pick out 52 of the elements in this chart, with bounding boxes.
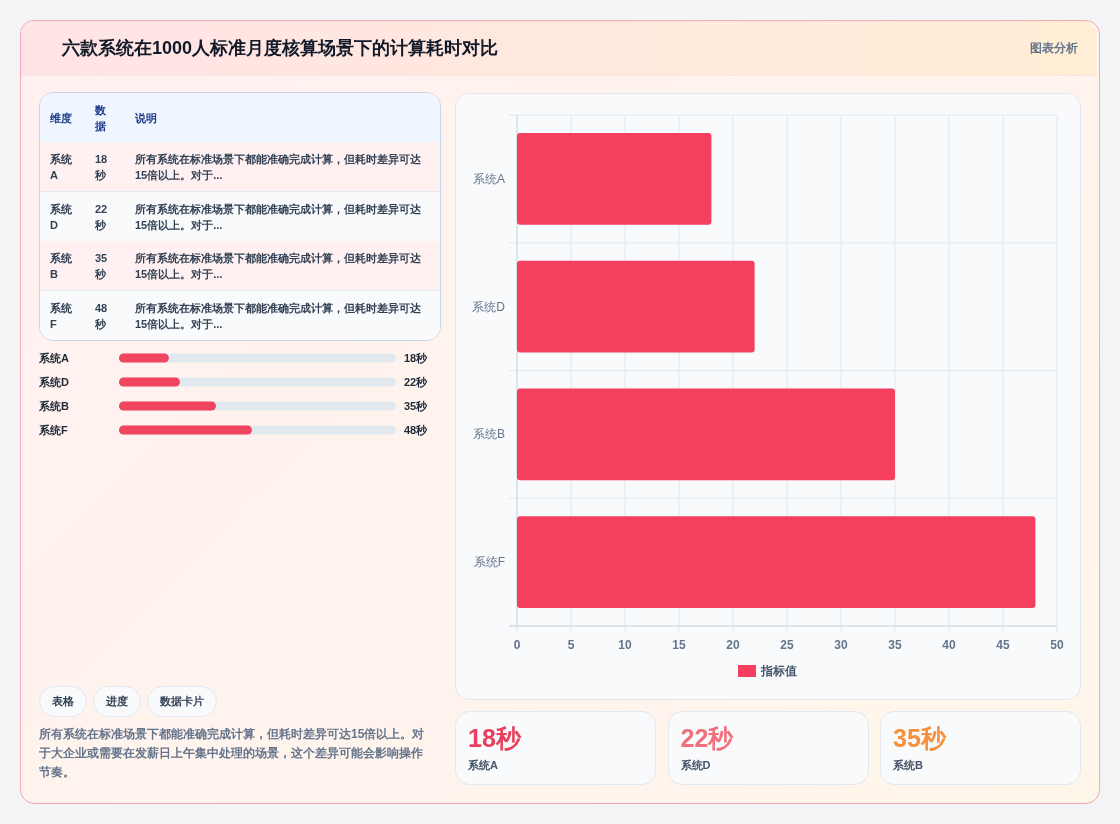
- text: 35秒: [95, 251, 109, 282]
- y-tick-label: 系统D: [472, 299, 506, 314]
- x-tick-label: 20: [726, 638, 740, 652]
- data-label: 18秒: [404, 352, 429, 364]
- x-tick-label: 50: [1050, 638, 1064, 652]
- bar: [517, 516, 1036, 609]
- x-tick-label: 15: [672, 638, 686, 652]
- text: 18秒: [468, 724, 521, 752]
- text: 所有系统在标准场景下都能准确完成计算，但耗时差异可达15倍以上。对于...: [135, 201, 422, 233]
- x-tick-label: 35: [888, 638, 902, 652]
- data-label: 22秒: [404, 376, 429, 388]
- text: 数据: [95, 103, 107, 134]
- text: 六款系统在1000人标准月度核算场景下的计算耗时对比: [62, 37, 499, 60]
- y-tick-label: 系统B: [38, 400, 69, 412]
- x-tick-label: 30: [834, 638, 848, 652]
- bar: [517, 132, 712, 225]
- text: 说明: [135, 111, 158, 126]
- bar: [517, 388, 895, 481]
- x-tick-label: 5: [567, 638, 575, 652]
- category-label: 系统B: [893, 758, 923, 773]
- bar: [119, 377, 180, 387]
- category-label: 系统D: [680, 758, 711, 773]
- y-tick-label: 系统F: [38, 424, 68, 436]
- text: 35秒: [893, 724, 946, 752]
- y-tick-label: 系统A: [472, 171, 505, 186]
- y-tick-label: 系统A: [38, 352, 69, 364]
- text: 数据卡片: [147, 686, 217, 717]
- text: 维度: [50, 111, 73, 126]
- text: 22秒: [680, 724, 734, 752]
- text: 22秒: [95, 201, 109, 233]
- text: 进度: [93, 686, 141, 717]
- x-tick-label: 10: [618, 638, 632, 652]
- data-label: 48秒: [404, 424, 429, 436]
- text: 所有系统在标准场景下都能准确完成计算，但耗时差异可达15倍以上。对于...: [135, 300, 422, 332]
- x-tick-label: 0: [513, 638, 521, 652]
- y-tick-label: 系统F: [473, 555, 505, 570]
- y-tick-label: 系统D: [38, 376, 69, 388]
- legend-label: 指标值: [760, 664, 797, 678]
- bar: [119, 353, 169, 363]
- x-tick-label: 25: [780, 638, 794, 652]
- text: 所有系统在标准场景下都能准确完成计算，但耗时差异可达15倍以上。对于...: [135, 152, 422, 183]
- x-tick-label: 45: [996, 638, 1010, 652]
- text: 18秒: [95, 152, 109, 183]
- data-label: 35秒: [404, 400, 429, 412]
- bar: [517, 260, 755, 353]
- text: 表格: [39, 686, 87, 717]
- text: 48秒: [95, 300, 109, 332]
- y-tick-label: 系统B: [472, 427, 505, 442]
- text: 所有系统在标准场景下都能准确完成计算，但耗时差异可达15倍以上。对于大企业或需要在发薪日上午集中处理的场景，这个差异可能会影响操作节奏。: [39, 726, 426, 781]
- x-tick-label: 40: [942, 638, 956, 652]
- text: 所有系统在标准场景下都能准确完成计算，但耗时差异可达15倍以上。对于...: [135, 251, 422, 282]
- chart-subtitle: 图表分析: [1030, 40, 1078, 57]
